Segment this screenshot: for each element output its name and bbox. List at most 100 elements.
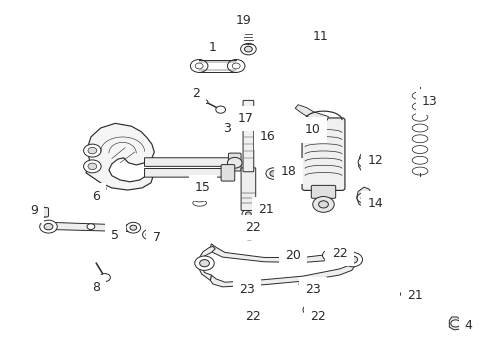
Circle shape	[356, 193, 370, 203]
Text: 18: 18	[280, 165, 296, 177]
Circle shape	[306, 307, 314, 313]
Circle shape	[195, 63, 203, 69]
Circle shape	[146, 232, 153, 237]
Circle shape	[303, 305, 317, 315]
Text: 9: 9	[30, 204, 38, 217]
Text: 7: 7	[152, 231, 161, 244]
Polygon shape	[210, 264, 353, 287]
Text: 10: 10	[304, 123, 320, 136]
Circle shape	[83, 160, 101, 173]
Circle shape	[245, 231, 253, 237]
Text: 5: 5	[111, 229, 119, 242]
Text: 3: 3	[223, 122, 231, 135]
Circle shape	[360, 196, 366, 200]
Circle shape	[303, 281, 310, 287]
Circle shape	[245, 212, 251, 216]
FancyBboxPatch shape	[228, 153, 241, 171]
Circle shape	[88, 147, 97, 154]
Circle shape	[87, 224, 95, 229]
Text: 20: 20	[285, 249, 301, 262]
Circle shape	[199, 260, 209, 267]
Polygon shape	[295, 105, 328, 120]
FancyBboxPatch shape	[241, 168, 255, 211]
Text: 6: 6	[92, 190, 100, 203]
Polygon shape	[210, 244, 353, 262]
Text: 23: 23	[239, 283, 254, 296]
Polygon shape	[358, 152, 373, 172]
FancyBboxPatch shape	[221, 165, 234, 181]
Polygon shape	[44, 222, 136, 231]
Text: 22: 22	[331, 247, 347, 260]
Circle shape	[44, 224, 53, 230]
Polygon shape	[448, 317, 462, 330]
Text: 2: 2	[191, 87, 200, 100]
FancyBboxPatch shape	[311, 185, 335, 198]
Text: 22: 22	[245, 310, 261, 323]
Text: 13: 13	[421, 95, 437, 108]
Text: 15: 15	[195, 181, 210, 194]
Text: 21: 21	[258, 203, 274, 216]
Circle shape	[357, 157, 372, 167]
Circle shape	[190, 59, 207, 72]
Text: 8: 8	[92, 281, 100, 294]
Circle shape	[361, 159, 368, 165]
Circle shape	[203, 100, 207, 104]
Circle shape	[342, 252, 362, 267]
Circle shape	[83, 144, 101, 157]
FancyBboxPatch shape	[36, 208, 48, 217]
Circle shape	[256, 202, 266, 209]
Circle shape	[142, 229, 156, 239]
Circle shape	[318, 201, 328, 208]
FancyBboxPatch shape	[302, 118, 344, 190]
Circle shape	[33, 207, 48, 218]
Polygon shape	[144, 158, 234, 166]
Text: 19: 19	[235, 14, 251, 27]
Circle shape	[215, 106, 225, 113]
Circle shape	[220, 129, 231, 136]
Circle shape	[194, 256, 214, 270]
Polygon shape	[198, 246, 215, 280]
Polygon shape	[86, 123, 154, 190]
FancyBboxPatch shape	[243, 100, 253, 172]
Circle shape	[130, 225, 137, 230]
Circle shape	[246, 281, 254, 287]
Text: 4: 4	[464, 319, 472, 332]
Text: 14: 14	[366, 197, 382, 210]
Circle shape	[40, 220, 57, 233]
Circle shape	[37, 210, 44, 215]
Circle shape	[265, 168, 281, 179]
Text: 21: 21	[407, 289, 422, 302]
Text: 22: 22	[245, 221, 261, 234]
Circle shape	[269, 171, 277, 176]
Circle shape	[347, 256, 357, 263]
Text: 23: 23	[304, 283, 320, 296]
Text: 12: 12	[366, 154, 382, 167]
Circle shape	[299, 278, 314, 290]
Text: 16: 16	[260, 130, 275, 144]
Circle shape	[227, 59, 244, 72]
Text: 11: 11	[311, 30, 327, 43]
Circle shape	[322, 250, 336, 261]
Circle shape	[100, 274, 110, 282]
Text: 17: 17	[237, 112, 253, 125]
Circle shape	[242, 229, 256, 240]
Circle shape	[450, 320, 460, 327]
Circle shape	[232, 63, 240, 69]
Circle shape	[126, 222, 141, 233]
Circle shape	[245, 120, 255, 127]
Circle shape	[227, 157, 242, 168]
Circle shape	[312, 197, 333, 212]
Text: 22: 22	[309, 310, 325, 323]
Text: 1: 1	[208, 41, 216, 56]
Polygon shape	[144, 168, 227, 177]
Circle shape	[325, 252, 333, 258]
Circle shape	[400, 291, 409, 298]
Circle shape	[241, 305, 255, 315]
Polygon shape	[356, 187, 372, 207]
Circle shape	[96, 185, 106, 192]
Circle shape	[244, 307, 252, 313]
Circle shape	[240, 43, 256, 55]
Circle shape	[244, 46, 252, 52]
Circle shape	[88, 163, 97, 170]
Circle shape	[243, 278, 258, 290]
